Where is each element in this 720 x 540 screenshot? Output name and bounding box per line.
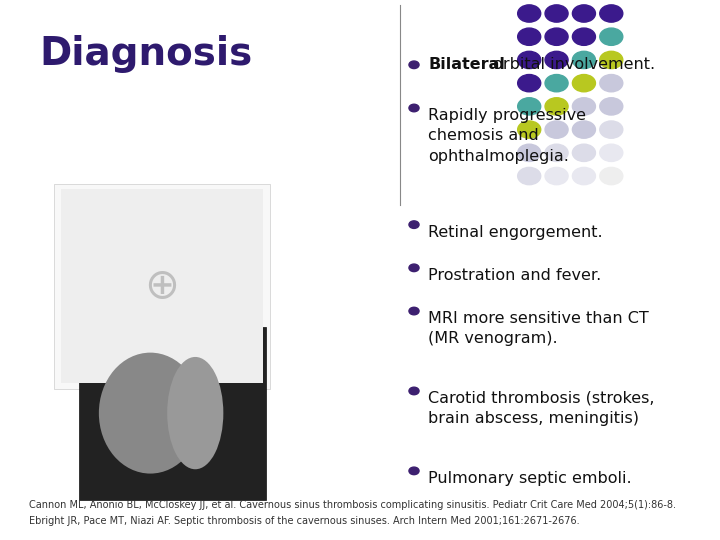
Ellipse shape <box>99 353 202 474</box>
Circle shape <box>600 51 623 69</box>
Text: Prostration and fever.: Prostration and fever. <box>428 268 602 283</box>
Circle shape <box>409 307 419 315</box>
Circle shape <box>518 28 541 45</box>
Text: MRI more sensitive than CT
(MR venogram).: MRI more sensitive than CT (MR venogram)… <box>428 311 649 347</box>
Text: Diagnosis: Diagnosis <box>40 35 253 73</box>
Circle shape <box>518 5 541 22</box>
FancyBboxPatch shape <box>54 184 270 389</box>
Circle shape <box>572 144 595 161</box>
Circle shape <box>545 144 568 161</box>
Ellipse shape <box>167 357 223 469</box>
FancyBboxPatch shape <box>61 189 263 383</box>
Circle shape <box>518 121 541 138</box>
Circle shape <box>545 51 568 69</box>
Circle shape <box>572 51 595 69</box>
Circle shape <box>600 75 623 92</box>
Circle shape <box>572 167 595 185</box>
Circle shape <box>600 144 623 161</box>
Circle shape <box>572 121 595 138</box>
Circle shape <box>409 104 419 112</box>
Circle shape <box>572 5 595 22</box>
Circle shape <box>518 51 541 69</box>
Circle shape <box>518 167 541 185</box>
Text: Pulmonary septic emboli.: Pulmonary septic emboli. <box>428 471 632 486</box>
Circle shape <box>545 98 568 115</box>
Circle shape <box>600 121 623 138</box>
Circle shape <box>545 121 568 138</box>
Circle shape <box>545 75 568 92</box>
Text: orbital involvement.: orbital involvement. <box>488 57 655 72</box>
Text: Bilateral: Bilateral <box>428 57 505 72</box>
Circle shape <box>545 28 568 45</box>
Text: Rapidly progressive
chemosis and
ophthalmoplegia.: Rapidly progressive chemosis and ophthal… <box>428 108 586 164</box>
Circle shape <box>600 167 623 185</box>
Circle shape <box>409 61 419 69</box>
Circle shape <box>409 387 419 395</box>
Circle shape <box>409 221 419 228</box>
Circle shape <box>518 98 541 115</box>
Circle shape <box>409 264 419 272</box>
Circle shape <box>572 98 595 115</box>
Text: Ebright JR, Pace MT, Niazi AF. Septic thrombosis of the cavernous sinuses. Arch : Ebright JR, Pace MT, Niazi AF. Septic th… <box>29 516 580 526</box>
Circle shape <box>545 167 568 185</box>
Text: Retinal engorgement.: Retinal engorgement. <box>428 225 603 240</box>
FancyBboxPatch shape <box>79 327 266 500</box>
Circle shape <box>572 75 595 92</box>
Circle shape <box>518 75 541 92</box>
Circle shape <box>600 98 623 115</box>
Circle shape <box>600 5 623 22</box>
Circle shape <box>518 144 541 161</box>
Text: ⊕: ⊕ <box>145 265 179 307</box>
Text: Cannon ML, Anonio BL, McCloskey JJ, et al. Cavernous sinus thrombosis complicati: Cannon ML, Anonio BL, McCloskey JJ, et a… <box>29 500 676 510</box>
Circle shape <box>600 28 623 45</box>
Circle shape <box>572 28 595 45</box>
Text: Carotid thrombosis (strokes,
brain abscess, meningitis): Carotid thrombosis (strokes, brain absce… <box>428 391 655 427</box>
Circle shape <box>409 467 419 475</box>
Circle shape <box>545 5 568 22</box>
